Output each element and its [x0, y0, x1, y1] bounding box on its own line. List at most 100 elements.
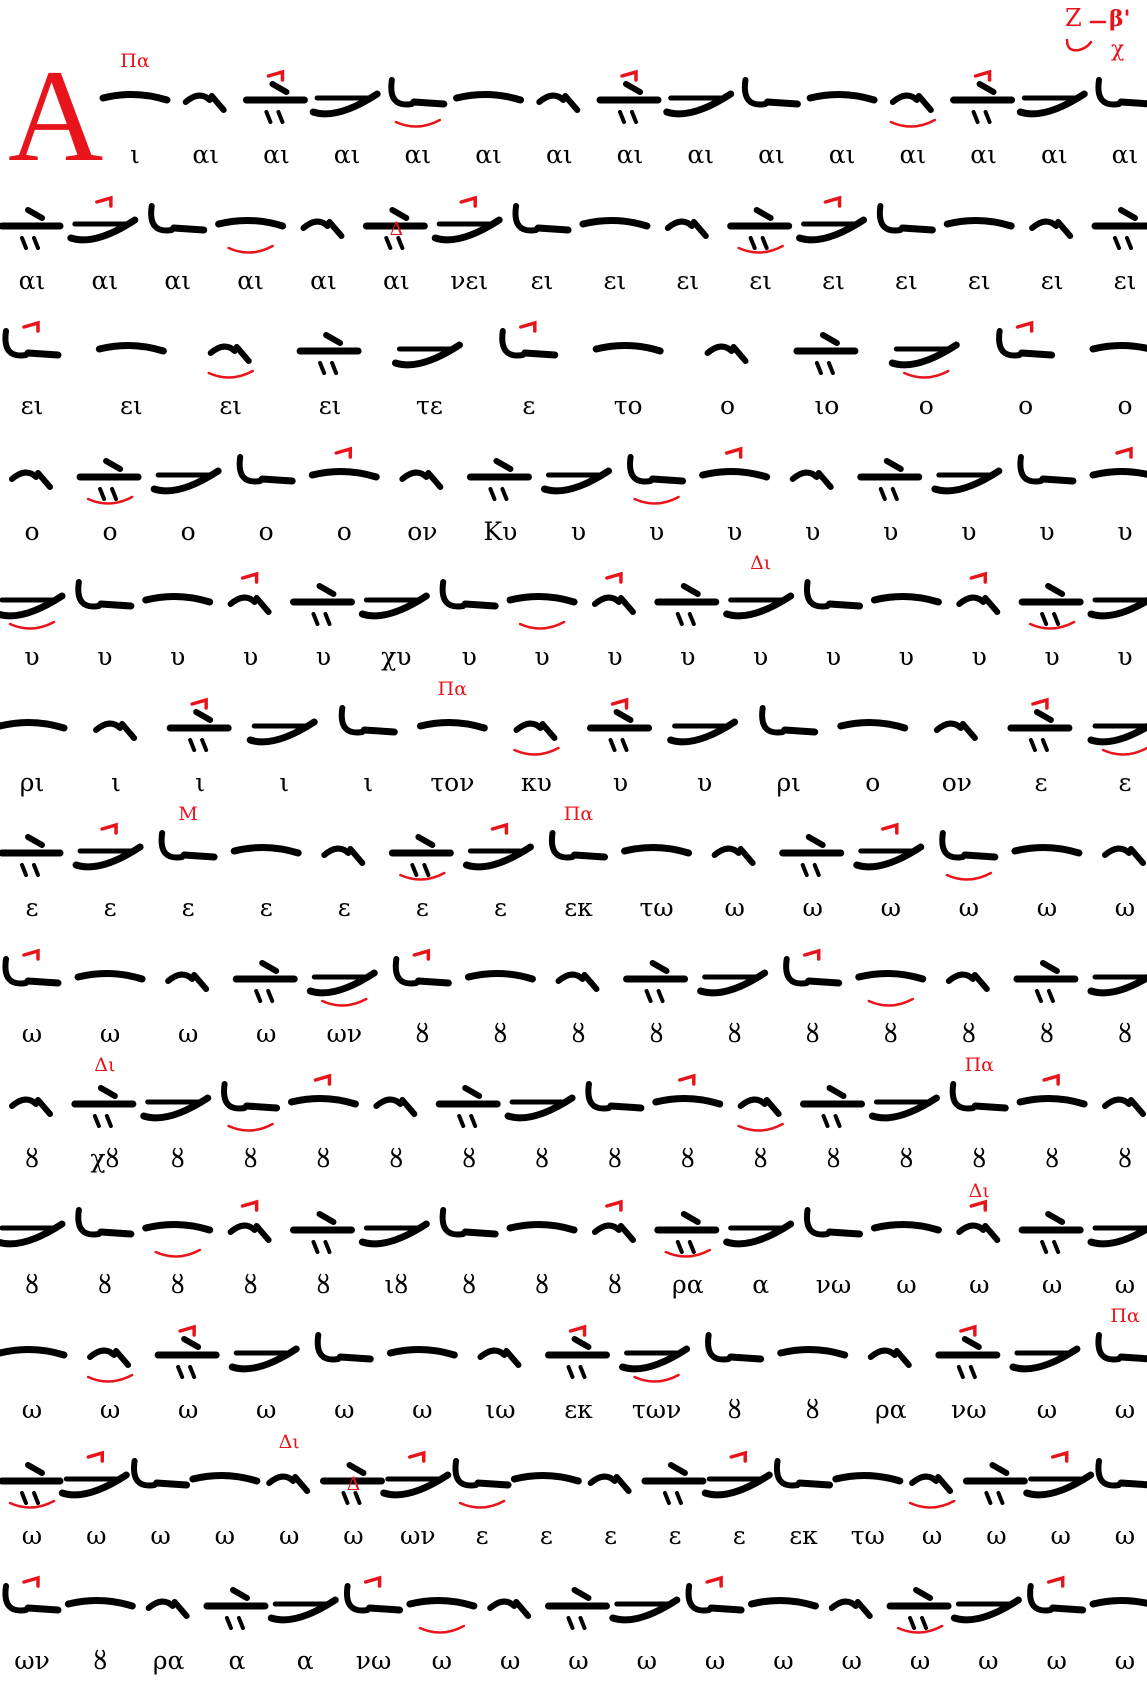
neume-mark — [857, 825, 921, 867]
neume-mark — [168, 974, 206, 989]
neume-mark — [552, 833, 605, 858]
lyric-syllable: εκ — [564, 893, 593, 923]
neume-mark — [490, 1601, 528, 1616]
red-mode-label: Δ — [389, 218, 403, 240]
neume-line — [0, 1564, 1147, 1654]
neume-mark — [1030, 1578, 1083, 1611]
neume-mark — [234, 847, 298, 853]
neume-line — [0, 560, 1147, 650]
neume-mark — [953, 1084, 1006, 1109]
neume-mark — [376, 1099, 414, 1114]
lyric-syllable: ȣ — [1040, 1019, 1054, 1049]
neume-mark — [103, 94, 167, 100]
lyric-syllable: ω — [178, 1395, 198, 1425]
neume-mark — [1020, 94, 1084, 114]
neume-mark — [78, 973, 142, 979]
lyric-syllable: ω — [412, 1395, 432, 1425]
lyric-syllable: υ — [1039, 517, 1054, 547]
neume-mark — [783, 837, 841, 875]
neume-mark — [443, 582, 496, 607]
chant-line: ει ει ει ει τε ε το ο ιο ο ο ο — [0, 309, 1147, 435]
lyric-syllable: ρα — [672, 1270, 704, 1300]
lyric-syllable: αι — [334, 140, 361, 170]
lyric-syllable: ε — [416, 893, 429, 923]
lyric-syllable: χȣ — [90, 1144, 119, 1174]
neume-mark — [80, 461, 138, 504]
neume-mark — [810, 94, 874, 100]
lyric-syllable: ȣ — [93, 1646, 107, 1676]
neume-mark — [1091, 973, 1147, 993]
neume-mark — [420, 722, 484, 728]
neume-mark — [841, 722, 905, 728]
neume-mark — [708, 1335, 761, 1360]
neume-mark — [874, 1224, 938, 1230]
lyric-syllable: αι — [900, 140, 927, 170]
neume-mark — [324, 848, 362, 863]
neume-mark — [5, 951, 58, 984]
lyric-syllable: ω — [343, 1521, 363, 1551]
lyric-syllable: ȣ — [728, 1395, 742, 1425]
lyric-syllable: ον — [407, 517, 437, 547]
lyric-syllable: ȣ — [754, 1144, 768, 1174]
lyric-syllable: υ — [1045, 642, 1060, 672]
lyric-syllable: ε — [604, 1521, 617, 1551]
lyric-syllable: χυ — [381, 642, 411, 672]
neume-mark — [158, 1327, 216, 1377]
neume-mark — [786, 951, 839, 984]
neume-mark — [777, 1461, 830, 1486]
lyric-syllable: ι — [279, 768, 289, 798]
lyric-syllable: ει — [319, 391, 342, 421]
neume-mark — [392, 837, 450, 880]
lyric-syllable: νει — [450, 266, 488, 296]
neume-mark — [1022, 586, 1080, 629]
lyric-syllable: ει — [749, 266, 772, 296]
lyric-syllable: ω — [773, 1646, 793, 1676]
lyric-syllable: ω — [724, 893, 744, 923]
neume-mark — [318, 1335, 371, 1360]
neume-mark — [0, 596, 62, 629]
neume-mark — [2, 837, 60, 875]
neume-mark — [250, 722, 314, 742]
red-mode-label: Δι — [969, 1180, 990, 1202]
neume-mark — [12, 472, 50, 487]
neume-mark — [861, 461, 919, 499]
lyric-syllable: υ — [883, 517, 898, 547]
lyric-syllable: τω — [851, 1521, 885, 1551]
neume-mark — [874, 596, 938, 602]
lyric-syllable: των — [632, 1395, 681, 1425]
lyric-syllable: υ — [607, 642, 622, 672]
neume-mark — [689, 1578, 742, 1611]
neume-mark — [910, 1476, 954, 1507]
neume-mark — [942, 833, 995, 880]
neume-mark — [804, 1088, 862, 1126]
neume-mark — [954, 72, 1012, 122]
lyric-syllable: ω — [100, 1395, 120, 1425]
neume-mark — [797, 335, 855, 373]
neume-mark — [510, 1224, 574, 1230]
chant-line: υ υ υ υ υ χυ υ υ υ υ υ υ υ υ υ υ Δι — [0, 560, 1147, 686]
lyric-syllable: ω — [803, 893, 823, 923]
lyric-syllable: αι — [687, 140, 714, 170]
chant-line: ω ω ω ω ων ȣ ȣ ȣ ȣ ȣ ȣ ȣ ȣ ȣ ȣ — [0, 937, 1147, 1063]
chant-line: ω ω ω ω ω ω ων ε ε ε ε ε εκ τω ω ω ω ω Δι Δ — [0, 1439, 1147, 1565]
lyric-syllable: ρα — [875, 1395, 907, 1425]
neume-mark — [62, 1453, 126, 1495]
lyric-syllable: ρα — [153, 1646, 185, 1676]
lyric-syllable: ȣ — [317, 1270, 331, 1300]
neume-mark — [154, 471, 218, 491]
neume-mark — [1011, 700, 1069, 750]
neume-line — [0, 1313, 1147, 1403]
neume-mark — [871, 1350, 909, 1365]
neume-mark — [1013, 1349, 1077, 1369]
lyric-syllable: ω — [978, 1646, 998, 1676]
neume-mark — [1091, 596, 1147, 616]
lyric-syllable: ȣ — [608, 1144, 622, 1174]
lyric-syllable: εκ — [564, 1395, 593, 1425]
neume-mark — [954, 1600, 1018, 1620]
lyric-syllable: ιο — [814, 391, 839, 421]
neume-mark — [384, 1453, 448, 1495]
lyric-syllable: ε — [522, 391, 535, 421]
neume-mark — [627, 963, 685, 1001]
neume-mark — [362, 596, 426, 616]
lyric-syllable: υ — [1117, 642, 1132, 672]
